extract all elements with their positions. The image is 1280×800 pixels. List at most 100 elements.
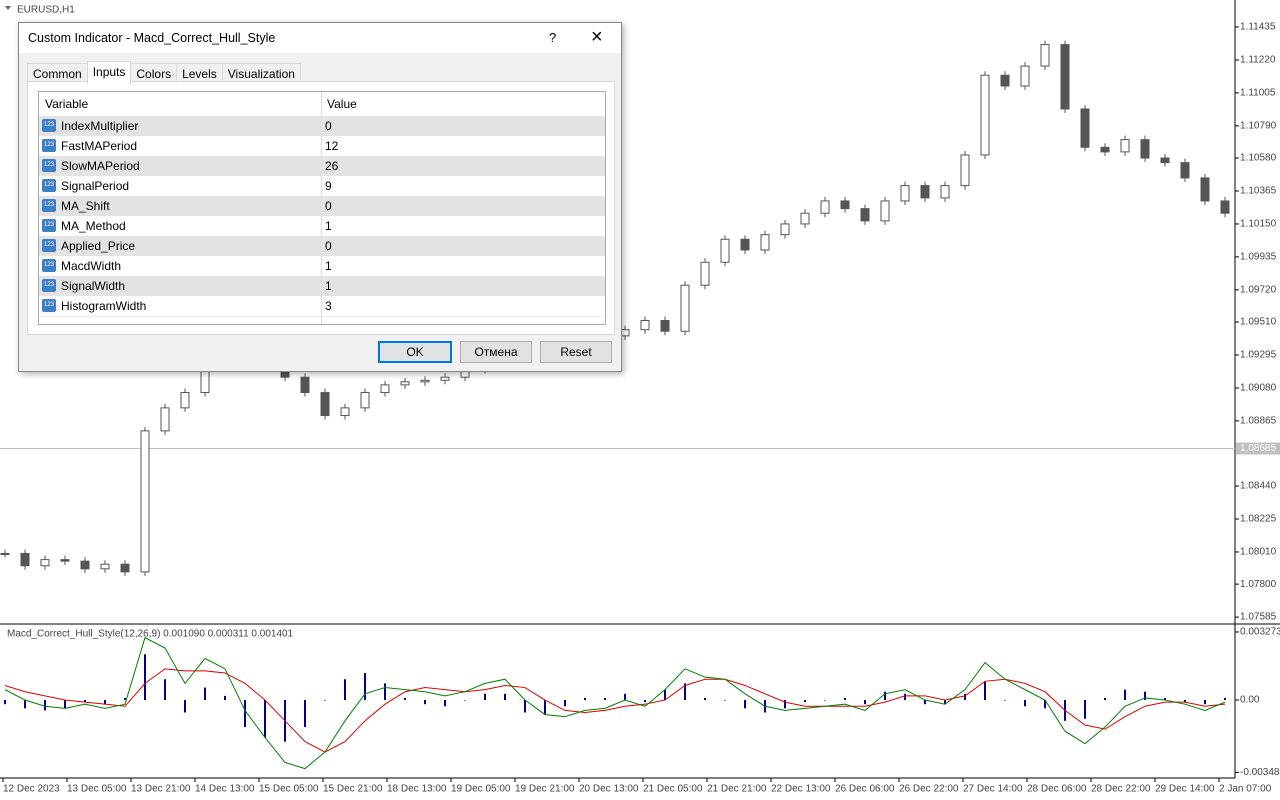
table-row[interactable]: 123 MA_Method 1 <box>39 216 605 237</box>
param-name: IndexMultiplier <box>61 119 139 133</box>
histogram-bar <box>404 697 406 701</box>
histogram-bar <box>1004 700 1006 701</box>
param-name: MA_Method <box>61 219 126 233</box>
param-value[interactable]: 0 <box>325 239 332 253</box>
x-tick-label: 2 Jan 07:00 <box>1219 784 1272 795</box>
param-name: MacdWidth <box>61 259 122 273</box>
table-row[interactable]: 123 SignalPeriod 9 <box>39 176 605 197</box>
param-icon: 123 <box>42 299 56 312</box>
param-name: MA_Shift <box>61 199 110 213</box>
inputs-table: Variable Value 123 IndexMultiplier 0 123 FastM… <box>38 91 606 325</box>
param-icon: 123 <box>42 259 56 272</box>
candle <box>1200 177 1210 202</box>
table-row[interactable]: 123 SlowMAPeriod 26 <box>39 156 605 177</box>
candle <box>1020 65 1030 87</box>
candle <box>360 392 370 409</box>
candle <box>980 74 990 156</box>
candle <box>400 381 410 386</box>
histogram-bar <box>444 700 446 707</box>
current-price-box <box>1236 442 1280 455</box>
tab[interactable]: Inputs <box>86 61 132 85</box>
param-value[interactable]: 0 <box>325 199 332 213</box>
candle <box>1120 139 1130 153</box>
histogram-bar <box>664 689 666 701</box>
histogram-bar <box>164 679 166 701</box>
candle <box>380 384 390 394</box>
histogram-bar <box>1164 697 1166 701</box>
param-value[interactable]: 3 <box>325 299 332 313</box>
header-cell[interactable]: Variable <box>45 97 89 111</box>
candle <box>740 238 750 251</box>
x-tick-label: 15 Dec 05:00 <box>259 784 319 795</box>
candle <box>40 559 50 567</box>
x-tick-label: 21 Dec 21:00 <box>707 784 767 795</box>
y-tick-label: 1.10580 <box>1240 153 1277 164</box>
x-tick-label: 21 Dec 05:00 <box>643 784 703 795</box>
table-row[interactable]: 123 HistogramWidth 3 <box>39 296 605 317</box>
table-row[interactable]: 123 IndexMultiplier 0 <box>39 116 605 137</box>
dialog-title: Custom Indicator - Macd_Correct_Hull_Sty… <box>28 31 276 45</box>
histogram-bar <box>464 700 466 701</box>
table-row[interactable]: 123 SignalWidth 1 <box>39 276 605 297</box>
param-name: FastMAPeriod <box>61 139 138 153</box>
histogram-bar <box>1024 700 1026 707</box>
param-icon: 123 <box>42 219 56 232</box>
header-cell[interactable]: Value <box>327 97 357 111</box>
button[interactable]: Reset <box>540 341 612 363</box>
y-tick-label: 1.11435 <box>1240 22 1276 33</box>
close-button[interactable]: × <box>591 26 603 48</box>
x-tick-label: 28 Dec 06:00 <box>1027 784 1087 795</box>
table-row[interactable]: 123 MA_Shift 0 <box>39 196 605 217</box>
tab[interactable]: Common <box>27 63 88 85</box>
candle <box>800 212 810 225</box>
help-button[interactable]: ? <box>549 30 557 45</box>
candle <box>760 234 770 251</box>
candle <box>1100 146 1110 153</box>
param-value[interactable]: 1 <box>325 279 332 293</box>
histogram-bar <box>984 681 986 701</box>
y-tick-label: 1.10150 <box>1240 219 1277 230</box>
param-value[interactable]: 26 <box>325 159 339 173</box>
tab[interactable]: Colors <box>130 63 178 85</box>
histogram-bar <box>304 700 306 728</box>
x-tick-label: 26 Dec 06:00 <box>835 784 895 795</box>
histogram-bar <box>144 654 146 701</box>
candle <box>1040 44 1050 67</box>
candle <box>20 552 30 567</box>
param-name: SignalPeriod <box>61 179 130 193</box>
candle <box>340 407 350 417</box>
candle <box>140 430 150 573</box>
tab[interactable]: Levels <box>176 63 223 85</box>
symbol-arrow <box>5 6 11 10</box>
candle <box>620 329 630 337</box>
button[interactable]: Отмена <box>460 341 532 363</box>
table-row[interactable]: 123 FastMAPeriod 12 <box>39 136 605 157</box>
histogram-bar <box>524 700 526 713</box>
histogram-bar <box>584 697 586 701</box>
y-tick-label: -0.00348 <box>1240 767 1280 778</box>
table-row[interactable]: 123 MacdWidth 1 <box>39 256 605 277</box>
candle <box>120 563 130 573</box>
candle <box>700 261 710 286</box>
histogram-bar <box>1084 700 1086 719</box>
y-tick-label: 1.09295 <box>1240 350 1277 361</box>
candle <box>300 376 310 394</box>
table-row[interactable]: 123 Applied_Price 0 <box>39 236 605 257</box>
histogram-bar <box>644 700 646 703</box>
y-tick-label: 1.09720 <box>1240 284 1277 295</box>
x-tick-label: 22 Dec 13:00 <box>771 784 831 795</box>
param-value[interactable]: 1 <box>325 219 332 233</box>
param-icon: 123 <box>42 159 56 172</box>
y-tick-label: 1.09080 <box>1240 383 1277 394</box>
histogram-bar <box>424 700 426 705</box>
y-tick-label: 1.08225 <box>1240 514 1277 525</box>
param-value[interactable]: 0 <box>325 119 332 133</box>
histogram-bar <box>744 700 746 709</box>
param-value[interactable]: 9 <box>325 179 332 193</box>
param-value[interactable]: 1 <box>325 259 332 273</box>
histogram-bar <box>244 700 246 728</box>
histogram-bar <box>124 697 126 701</box>
candle <box>860 208 870 222</box>
param-value[interactable]: 12 <box>325 139 339 153</box>
button[interactable]: OK <box>378 341 452 363</box>
